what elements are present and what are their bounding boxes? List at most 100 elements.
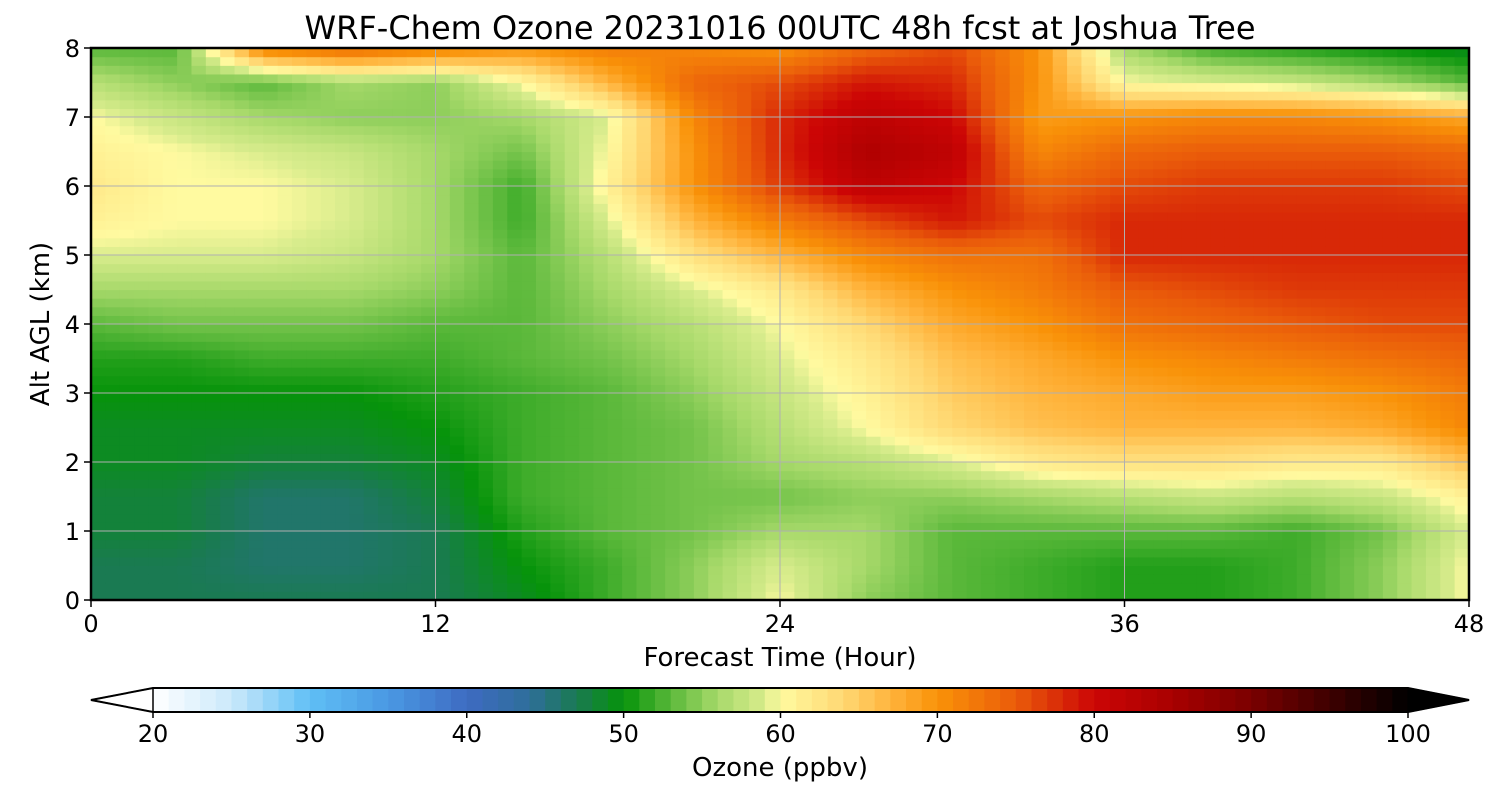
- heatmap-cell: [363, 358, 379, 368]
- heatmap-cell: [177, 548, 193, 558]
- heatmap-cell: [622, 367, 638, 377]
- heatmap-cell: [134, 548, 150, 558]
- heatmap-cell: [320, 177, 336, 187]
- heatmap-cell: [622, 255, 638, 265]
- heatmap-cell: [780, 487, 795, 498]
- heatmap-cell: [736, 375, 752, 385]
- heatmap-cell: [923, 436, 939, 446]
- heatmap-cell: [335, 56, 350, 66]
- heatmap-cell: [593, 177, 609, 187]
- heatmap-cell: [449, 375, 465, 385]
- heatmap-cell: [349, 591, 365, 600]
- heatmap-cell: [995, 125, 1011, 135]
- heatmap-cell: [952, 56, 968, 66]
- heatmap-cell: [1095, 487, 1111, 498]
- heatmap-cell: [909, 487, 925, 498]
- heatmap-cell: [937, 513, 953, 523]
- heatmap-cell: [234, 470, 250, 480]
- heatmap-cell: [866, 263, 882, 273]
- heatmap-cell: [937, 349, 953, 360]
- heatmap-cell: [1024, 487, 1039, 498]
- heatmap-cell: [91, 134, 106, 144]
- heatmap-cell: [1081, 263, 1097, 273]
- heatmap-cell: [722, 151, 738, 161]
- heatmap-cell: [679, 513, 695, 523]
- heatmap-cell: [650, 134, 666, 144]
- heatmap-cell: [665, 117, 681, 127]
- heatmap-cell: [464, 505, 480, 515]
- heatmap-cell: [880, 496, 896, 506]
- heatmap-cell: [134, 186, 150, 196]
- heatmap-cell: [205, 160, 221, 170]
- heatmap-cell: [593, 505, 609, 515]
- heatmap-cell: [464, 410, 480, 420]
- heatmap-cell: [263, 237, 279, 247]
- heatmap-cell: [119, 556, 135, 567]
- heatmap-cell: [291, 48, 307, 58]
- heatmap-cell: [378, 332, 394, 342]
- heatmap-cell: [205, 203, 221, 213]
- heatmap-cell: [421, 73, 437, 84]
- heatmap-cell: [335, 263, 350, 273]
- heatmap-cell: [1009, 48, 1025, 58]
- heatmap-cell: [1038, 65, 1054, 75]
- heatmap-cell: [736, 134, 752, 144]
- heatmap-cell: [765, 505, 781, 515]
- heatmap-cell: [693, 194, 709, 204]
- heatmap-cell: [263, 246, 279, 256]
- heatmap-cell: [177, 324, 193, 334]
- heatmap-cell: [894, 462, 910, 472]
- heatmap-cell: [780, 341, 795, 351]
- heatmap-cell: [105, 229, 121, 239]
- heatmap-cell: [507, 401, 523, 411]
- heatmap-cell: [521, 108, 537, 118]
- heatmap-cell: [1181, 56, 1197, 66]
- heatmap-cell: [909, 375, 925, 385]
- heatmap-cell: [923, 194, 939, 204]
- heatmap-cell: [263, 117, 279, 127]
- heatmap-cell: [923, 48, 939, 58]
- heatmap-cell: [823, 496, 839, 506]
- heatmap-cell: [177, 539, 193, 549]
- heatmap-cell: [1110, 436, 1126, 446]
- heatmap-cell: [191, 367, 207, 377]
- heatmap-cell: [1196, 280, 1212, 291]
- heatmap-cell: [1067, 418, 1083, 429]
- heatmap-cell: [909, 289, 925, 299]
- heatmap-cell: [866, 522, 882, 532]
- heatmap-cell: [1196, 186, 1212, 196]
- heatmap-cell: [492, 194, 508, 204]
- heatmap-cell: [263, 194, 279, 204]
- heatmap-cell: [1110, 177, 1126, 187]
- heatmap-cell: [220, 315, 236, 325]
- heatmap-cell: [335, 341, 350, 351]
- heatmap-cell: [1138, 487, 1154, 498]
- heatmap-cell: [564, 289, 580, 299]
- heatmap-cell: [406, 280, 422, 291]
- heatmap-cell: [119, 168, 135, 178]
- heatmap-cell: [349, 418, 365, 429]
- heatmap-cell: [1167, 539, 1183, 549]
- heatmap-cell: [177, 444, 193, 454]
- heatmap-cell: [435, 237, 451, 247]
- heatmap-cell: [320, 263, 336, 273]
- heatmap-cell: [1167, 522, 1183, 532]
- heatmap-cell: [923, 341, 939, 351]
- heatmap-cell: [177, 168, 193, 178]
- heatmap-cell: [1181, 453, 1197, 463]
- heatmap-cell: [980, 73, 996, 84]
- heatmap-cell: [708, 125, 724, 135]
- heatmap-cell: [507, 539, 523, 549]
- heatmap-cell: [980, 427, 996, 437]
- heatmap-cell: [335, 539, 350, 549]
- heatmap-cell: [650, 91, 666, 101]
- heatmap-cell: [478, 522, 494, 532]
- heatmap-cell: [1138, 565, 1154, 575]
- heatmap-cell: [1052, 358, 1068, 368]
- heatmap-cell: [607, 125, 623, 135]
- heatmap-cell: [909, 272, 925, 282]
- heatmap-cell: [148, 582, 164, 592]
- heatmap-cell: [492, 48, 508, 58]
- heatmap-cell: [335, 548, 350, 558]
- heatmap-cell: [593, 125, 609, 135]
